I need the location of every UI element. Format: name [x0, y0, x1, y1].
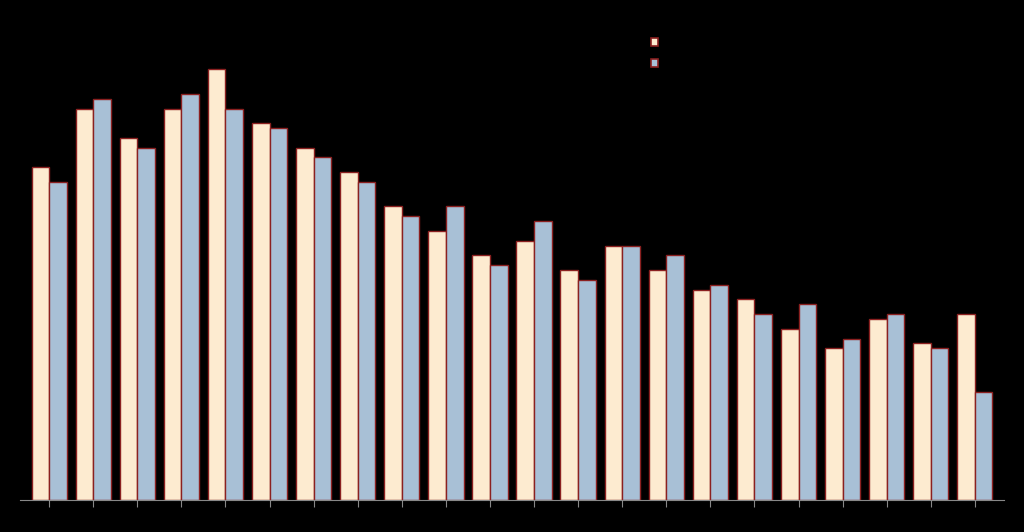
Bar [401, 216, 420, 500]
Bar [252, 123, 269, 500]
Bar [579, 280, 596, 500]
Bar [49, 182, 67, 500]
Bar [296, 148, 313, 500]
Bar [357, 182, 376, 500]
Bar [755, 314, 772, 500]
Bar [825, 348, 843, 500]
Bar [975, 393, 992, 500]
Bar [604, 246, 623, 500]
Bar [913, 344, 931, 500]
Bar [164, 109, 181, 500]
Bar [711, 285, 728, 500]
Bar [781, 329, 799, 500]
Bar [648, 270, 667, 500]
Bar [869, 319, 887, 500]
Bar [516, 240, 535, 500]
Bar [445, 206, 464, 500]
Bar [489, 265, 508, 500]
Bar [225, 109, 243, 500]
Bar [32, 167, 49, 500]
Bar [931, 348, 948, 500]
Bar [693, 289, 711, 500]
Bar [535, 221, 552, 500]
Bar [181, 94, 199, 500]
Bar [340, 172, 357, 500]
Bar [667, 255, 684, 500]
Bar [957, 314, 975, 500]
Bar [887, 314, 904, 500]
Bar [313, 157, 331, 500]
Bar [120, 138, 137, 500]
Bar [799, 304, 816, 500]
Bar [76, 109, 93, 500]
Bar [623, 246, 640, 500]
Bar [472, 255, 489, 500]
Bar [560, 270, 579, 500]
Bar [843, 338, 860, 500]
Bar [93, 99, 111, 500]
Bar [208, 69, 225, 500]
Bar [137, 148, 155, 500]
Legend: , : , [651, 37, 660, 70]
Bar [428, 231, 445, 500]
Bar [737, 300, 755, 500]
Bar [384, 206, 401, 500]
Bar [269, 128, 287, 500]
